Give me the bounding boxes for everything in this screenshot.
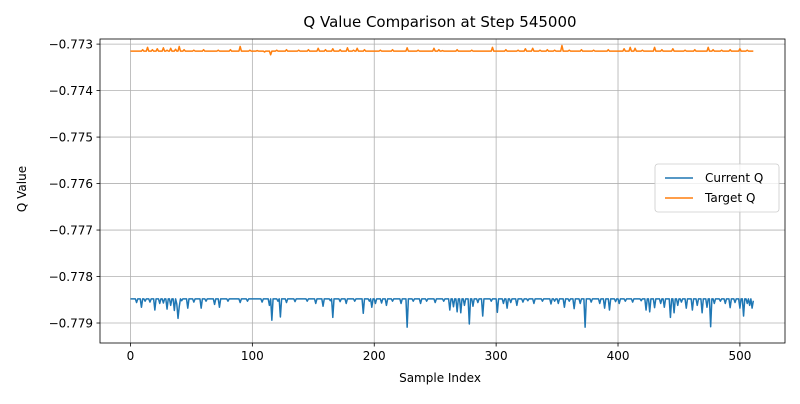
y-tick-label: −0.777 xyxy=(49,224,93,238)
legend: Current Q Target Q xyxy=(654,163,780,213)
series-line-current-q xyxy=(130,298,755,328)
plot-frame xyxy=(99,38,786,344)
ticks-layer: 0 100 200 300 400 500 −0.773 −0.774 −0.775 −0.776… xyxy=(49,38,752,363)
series-line-target-q xyxy=(130,44,754,56)
x-axis-label: Sample Index xyxy=(399,371,481,385)
legend-label-target-q: Target Q xyxy=(704,191,755,205)
legend-label-current-q: Current Q xyxy=(705,171,763,185)
legend-box xyxy=(654,163,780,213)
y-tick-label: −0.775 xyxy=(49,131,93,145)
y-tick-label: −0.774 xyxy=(49,84,93,98)
y-tick-label: −0.773 xyxy=(49,38,93,52)
y-axis-label: Q Value xyxy=(15,166,29,212)
x-tick-label: 200 xyxy=(363,349,386,363)
chart-title: Q Value Comparison at Step 545000 xyxy=(303,13,576,31)
x-tick-label: 300 xyxy=(485,349,508,363)
y-tick-label: −0.778 xyxy=(49,270,93,284)
y-tick-label: −0.779 xyxy=(49,317,93,331)
y-tick-label: −0.776 xyxy=(49,177,93,191)
x-tick-label: 0 xyxy=(127,349,135,363)
x-tick-label: 400 xyxy=(607,349,630,363)
series-layer xyxy=(130,44,755,328)
x-tick-label: 100 xyxy=(241,349,264,363)
x-tick-label: 500 xyxy=(728,349,751,363)
